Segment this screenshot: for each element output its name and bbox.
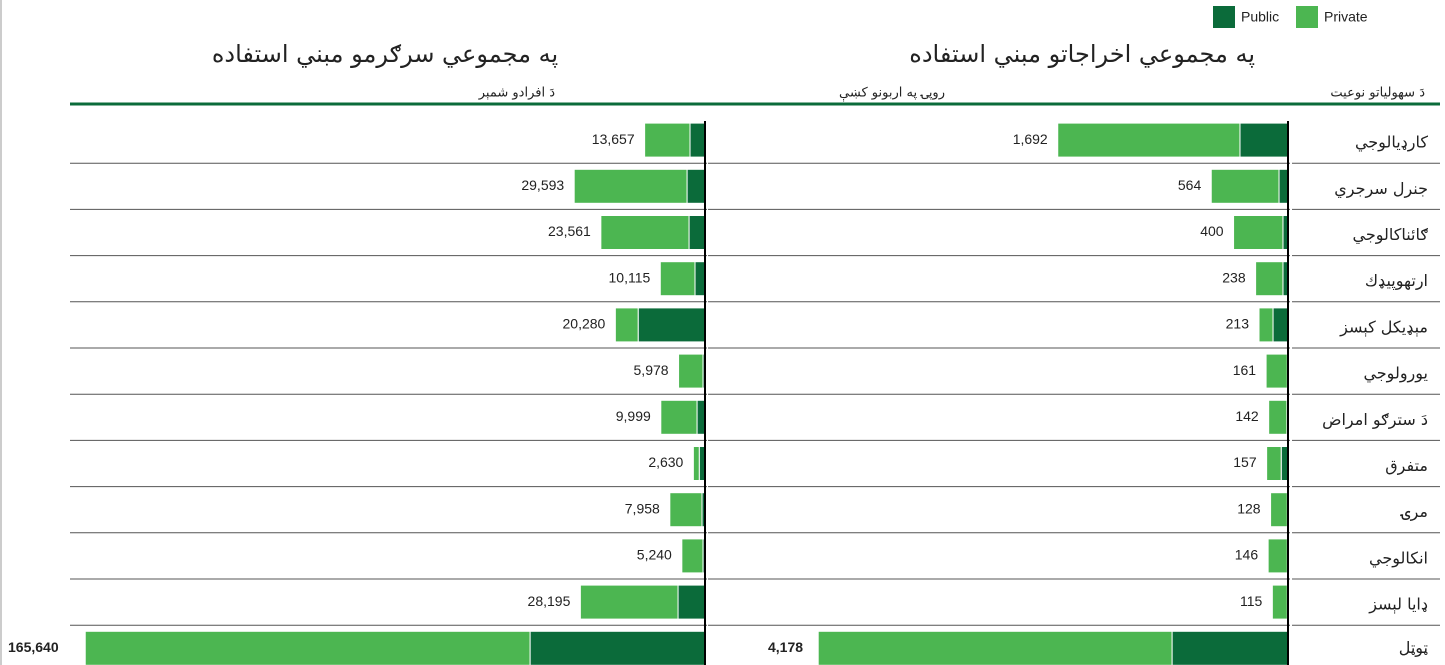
right-title: په مجموعي اخراجاتو مبني استفاده — [909, 40, 1255, 68]
value-label: 238 — [1222, 269, 1246, 285]
bar-segment — [1233, 215, 1284, 250]
bar-segment — [1210, 168, 1280, 204]
category-label: دَ سترګو امراض — [1322, 410, 1428, 430]
bar-segment — [678, 353, 704, 389]
value-label: 5,240 — [637, 547, 672, 563]
legend-swatch — [1296, 6, 1318, 28]
legend-label: Private — [1324, 9, 1368, 25]
right-subtitle: روپۍ په اربونو کښې — [839, 86, 945, 102]
bar-segment — [696, 399, 706, 435]
category-label: ډايا لېسز — [1368, 595, 1428, 615]
bar-segment — [1270, 492, 1288, 528]
value-label: 7,958 — [625, 500, 660, 516]
value-label: 157 — [1233, 454, 1257, 470]
bar-segment — [677, 584, 706, 620]
bar-segment — [689, 122, 706, 158]
bar-segment — [1268, 399, 1288, 435]
value-label: 20,280 — [563, 316, 606, 332]
bar-segment — [529, 630, 706, 665]
value-label: 400 — [1200, 223, 1224, 239]
bar-segment — [579, 584, 679, 620]
bar-segment — [1255, 261, 1284, 297]
value-label: 9,999 — [616, 408, 651, 424]
bar-segment — [660, 399, 698, 435]
category-label: ارتھوپيډك — [1365, 271, 1428, 291]
category-label: ګائناکالوجي — [1352, 225, 1428, 245]
bar-segment — [659, 261, 696, 297]
value-label: 29,593 — [521, 177, 564, 193]
value-label: 115 — [1240, 593, 1263, 609]
value-label: 28,195 — [528, 593, 571, 609]
bar-segment — [1057, 122, 1241, 158]
total-label-bg — [4, 637, 56, 660]
value-label: 10,115 — [609, 269, 651, 285]
bar-segment — [1267, 538, 1288, 574]
bar-segment — [637, 307, 706, 343]
bar-segment — [1271, 584, 1288, 620]
value-label: 213 — [1226, 316, 1250, 332]
value-label: 5,978 — [634, 362, 669, 378]
bar-segment — [669, 492, 703, 528]
category-label: جنرل سرجري — [1334, 179, 1428, 199]
value-label: 128 — [1237, 500, 1261, 516]
bar-segment — [1266, 446, 1282, 481]
category-label: متفرق — [1385, 456, 1428, 476]
category-label: انکالوجي — [1369, 548, 1428, 568]
bar-segment — [1258, 307, 1274, 343]
bar-segment — [817, 630, 1173, 665]
value-label: 23,561 — [548, 223, 591, 239]
bar-segment — [1171, 630, 1289, 665]
bar-segment — [1272, 307, 1289, 343]
legend-swatch — [1213, 6, 1235, 28]
bar-segment — [644, 122, 691, 158]
bar-segment — [694, 261, 706, 297]
category-label: کارډيالوجي — [1355, 133, 1428, 153]
bar-segment — [1239, 122, 1289, 158]
total-label-bg — [764, 637, 816, 660]
value-label: 1,692 — [1013, 131, 1048, 147]
category-label: مېډيکل کېسز — [1339, 317, 1428, 337]
value-label: 142 — [1235, 408, 1259, 424]
bar-segment — [1278, 168, 1289, 204]
bar-segment — [1280, 446, 1289, 481]
bar-segment — [688, 215, 706, 250]
bar-segment — [681, 538, 704, 574]
bar-segment — [600, 215, 690, 250]
category-label: يورولوجي — [1363, 364, 1428, 384]
bar-segment — [1265, 353, 1288, 389]
value-label: 161 — [1233, 362, 1257, 378]
left-subtitle: دَ افرادو شمېر — [478, 86, 555, 101]
value-label: 2,630 — [648, 454, 683, 470]
bar-segment — [686, 168, 706, 204]
bar-segment — [692, 446, 700, 481]
total-label: 4,178 — [768, 639, 803, 655]
value-label: 146 — [1235, 547, 1259, 563]
total-category-label: ټوټل — [1399, 638, 1429, 658]
category-label: مرۍ — [1399, 502, 1428, 522]
value-label: 13,657 — [592, 131, 635, 147]
category-header: دَ سهولياتو نوعيت — [1330, 86, 1425, 101]
bar-segment — [84, 630, 531, 665]
legend-label: Public — [1241, 9, 1279, 25]
left-title: په مجموعي سرګرمو مبني استفاده — [212, 40, 558, 68]
total-label: 165,640 — [8, 639, 59, 655]
bar-segment — [573, 168, 688, 204]
value-label: 564 — [1178, 177, 1202, 193]
bar-segment — [614, 307, 639, 343]
